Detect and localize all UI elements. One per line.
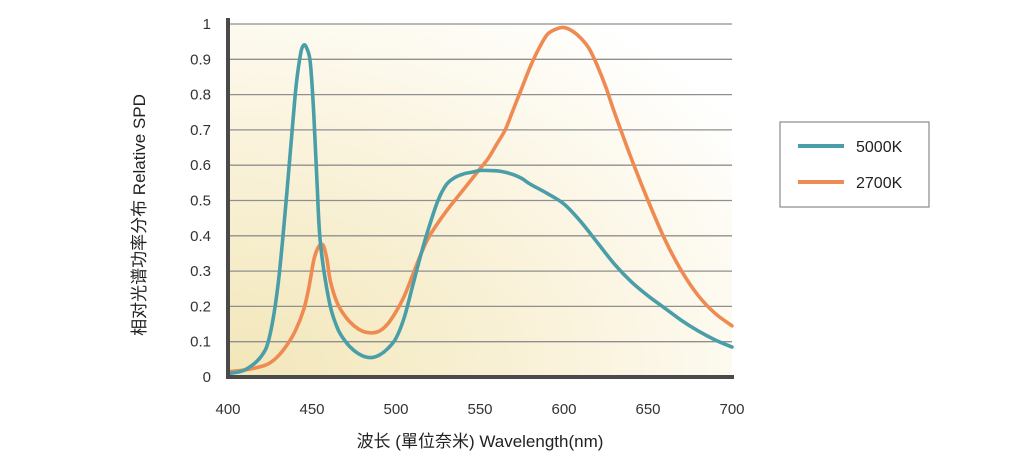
y-tick-label: 0.4: [190, 228, 211, 245]
series-line-5000k: [226, 43, 734, 376]
x-axis-title: 波长 (單位奈米) Wavelength(nm): [357, 432, 604, 451]
x-tick-label: 400: [215, 401, 240, 418]
x-tick-label: 600: [551, 401, 576, 418]
x-tick-label: 700: [719, 401, 744, 418]
legend: 5000K 2700K: [779, 121, 930, 208]
x-tick-label: 500: [383, 401, 408, 418]
x-tick-label: 550: [467, 401, 492, 418]
y-axis-title: 相对光谱功率分布 Relative SPD: [130, 94, 149, 336]
y-tick-label: 0.2: [190, 298, 211, 315]
y-tick-label: 1: [203, 16, 211, 33]
y-tick-label: 0.3: [190, 263, 211, 280]
y-tick-labels: 0 0.1 0.2 0.3 0.4 0.5 0.6 0.7 0.8 0.9 1: [190, 16, 211, 386]
y-tick-label: 0.9: [190, 51, 211, 68]
series-layer: [226, 25, 734, 376]
y-tick-label: 0.7: [190, 122, 211, 139]
legend-box: [779, 121, 930, 208]
series-line-2700k: [226, 25, 734, 374]
x-tick-label: 650: [635, 401, 660, 418]
x-tick-label: 450: [299, 401, 324, 418]
y-tick-label: 0.5: [190, 193, 211, 210]
y-tick-label: 0.8: [190, 87, 211, 104]
legend-label-2700k: 2700K: [856, 175, 903, 192]
x-tick-labels: 400 450 500 550 600 650 700: [215, 401, 744, 418]
y-tick-label: 0.1: [190, 334, 211, 351]
y-tick-label: 0.6: [190, 157, 211, 174]
y-tick-label: 0: [203, 369, 211, 386]
legend-label-5000k: 5000K: [856, 139, 903, 156]
